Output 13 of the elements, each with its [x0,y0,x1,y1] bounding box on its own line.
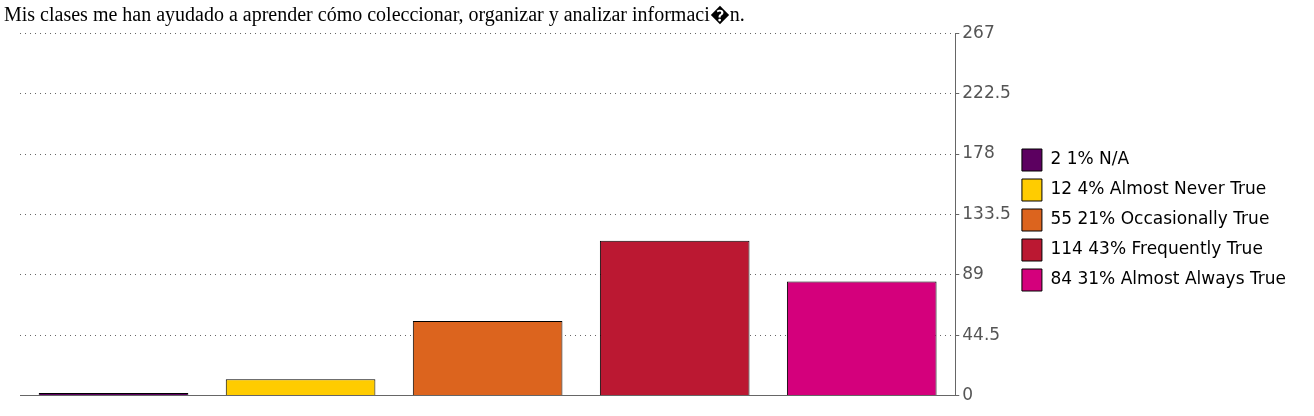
legend-label: 2 1% N/A [1050,148,1130,169]
y-tick-label: 44.5 [962,323,1001,344]
legend-label: 84 31% Almost Always True [1050,268,1287,289]
legend-label: 114 43% Frequently True [1050,238,1263,259]
chart-title: Mis clases me han ayudado a aprender cómo coleccionar, organizar y analizar informaci�n. [4,2,745,27]
legend-label: 55 21% Occasionally True [1050,208,1270,229]
y-tick-label: 222.5 [962,82,1011,103]
legend-label: 12 4% Almost Never True [1050,178,1267,199]
y-tick-label: 89 [962,263,984,284]
y-tick-label: 0 [962,384,974,405]
y-tick-label: 133.5 [962,202,1011,223]
y-tick-label: 267 [962,21,995,42]
y-tick-label: 178 [962,142,995,163]
